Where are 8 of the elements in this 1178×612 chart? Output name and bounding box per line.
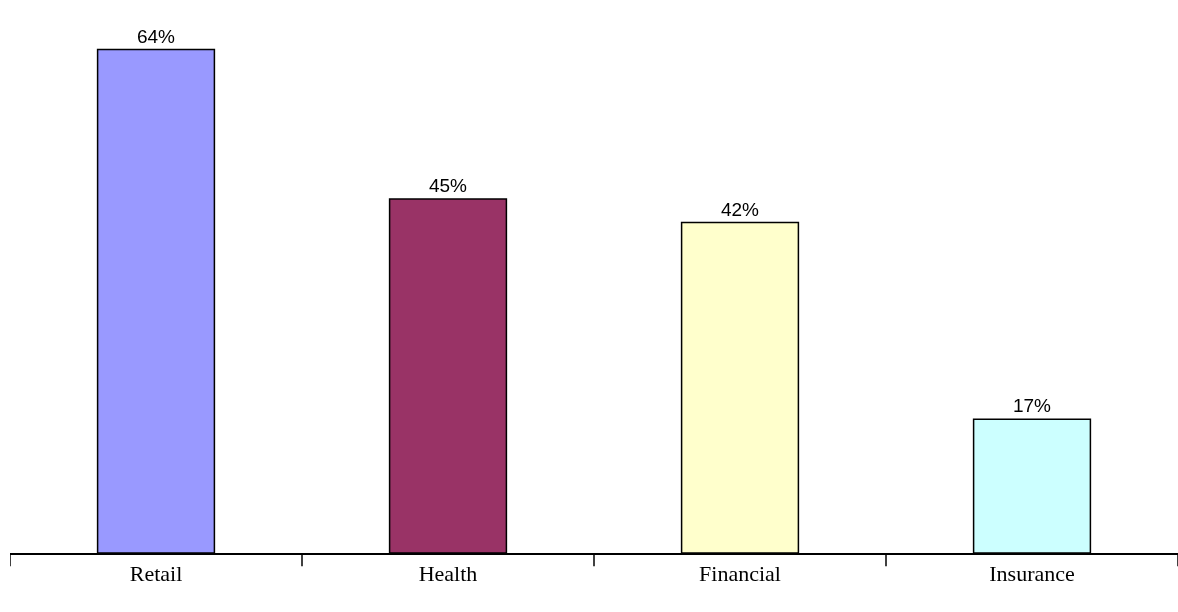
x-tick-label: Financial bbox=[699, 561, 781, 587]
data-label: 42% bbox=[720, 198, 760, 220]
data-label: 17% bbox=[1012, 395, 1052, 417]
x-tick-label: Health bbox=[418, 561, 478, 587]
data-label: 64% bbox=[136, 25, 176, 47]
data-label: 45% bbox=[428, 174, 468, 196]
x-tick-label: Retail bbox=[129, 561, 183, 587]
x-tick-label: Insurance bbox=[989, 561, 1075, 587]
